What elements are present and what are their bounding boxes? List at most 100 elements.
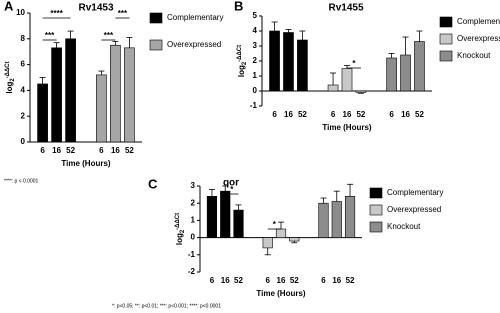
- y-axis-label: log2-ΔΔCt: [5, 61, 16, 93]
- y-label-sup: -ΔΔCt: [237, 45, 243, 62]
- significance-label: *: [273, 220, 277, 229]
- x-tick-label: 16: [221, 276, 230, 285]
- x-tick-label: 16: [343, 110, 352, 119]
- y-tick-label: -1: [250, 101, 258, 110]
- legend-label: Knockout: [457, 51, 491, 60]
- x-axis-label: Time (Hours): [322, 123, 372, 132]
- footnote: *: p<0.05; **: p<0.01; ***: p<0.001; ***…: [112, 303, 221, 309]
- y-tick-label: 5: [253, 11, 258, 20]
- legend-label: Complementary: [167, 13, 223, 22]
- legend-swatch: [369, 204, 383, 216]
- chart-title: qor: [223, 178, 239, 189]
- bar: [341, 68, 353, 92]
- bar: [124, 47, 135, 143]
- legend-label: Overexpressed: [167, 40, 221, 49]
- bar: [344, 196, 356, 238]
- y-tick-label: 2: [21, 111, 26, 120]
- bar: [96, 74, 107, 143]
- bar: [233, 209, 244, 238]
- x-tick-label: 6: [272, 110, 277, 119]
- bar: [37, 83, 48, 143]
- x-tick-label: 16: [277, 276, 286, 285]
- bar: [220, 190, 231, 238]
- bar: [275, 228, 287, 238]
- bar: [289, 237, 300, 242]
- bar: [355, 90, 367, 93]
- x-tick-label: 16: [332, 276, 341, 285]
- legend-swatch: [369, 187, 383, 199]
- y-tick-label: 4: [253, 26, 258, 35]
- legend-label: Complementary: [457, 17, 500, 26]
- bar: [414, 41, 425, 92]
- y-tick-label: 3: [253, 41, 258, 50]
- bar: [327, 84, 339, 92]
- x-tick-label: 52: [125, 146, 134, 155]
- bar: [400, 54, 411, 92]
- x-tick-label: 52: [234, 276, 243, 285]
- x-tick-label: 6: [99, 146, 104, 155]
- chart-title: Rv1455: [328, 3, 363, 14]
- bar: [262, 237, 273, 249]
- legend-label: Overexpressed: [457, 34, 500, 43]
- x-tick-label: 16: [52, 146, 61, 155]
- y-label-base: log: [175, 233, 184, 245]
- x-tick-label: 6: [389, 110, 394, 119]
- y-tick-label: 0: [21, 137, 26, 146]
- bar: [283, 32, 294, 92]
- y-axis-label: log2-ΔΔCt: [237, 45, 248, 77]
- bar: [331, 201, 342, 238]
- x-tick-label: 52: [66, 146, 75, 155]
- y-label-sub: 2: [242, 61, 248, 65]
- y-tick-label: -1: [188, 250, 196, 259]
- legend-swatch: [439, 50, 453, 62]
- legend-label: Knockout: [387, 222, 421, 231]
- y-tick-label: 2: [191, 198, 196, 207]
- y-axis-label: log2-ΔΔCt: [175, 213, 186, 245]
- x-tick-label: 16: [401, 110, 410, 119]
- bar: [318, 202, 329, 238]
- legend-swatch: [149, 12, 163, 24]
- y-tick-label: 10: [16, 8, 25, 17]
- panel-letter: C: [148, 176, 158, 191]
- panel-letter: B: [234, 0, 243, 13]
- x-tick-label: 6: [321, 276, 326, 285]
- y-tick-label: 2: [253, 56, 258, 65]
- legend-swatch: [149, 39, 163, 51]
- y-tick-label: 1: [191, 216, 196, 225]
- panel-letter: A: [4, 0, 14, 13]
- x-axis-label: Time (Hours): [256, 289, 306, 298]
- y-tick-label: 0: [191, 233, 196, 242]
- y-label-base: log: [5, 82, 14, 94]
- x-tick-label: 6: [265, 276, 270, 285]
- legend-swatch: [439, 16, 453, 28]
- x-tick-label: 6: [331, 110, 336, 119]
- significance-label: ****: [50, 9, 63, 18]
- y-label-base: log: [237, 65, 246, 77]
- x-tick-label: 6: [210, 276, 215, 285]
- bar: [65, 38, 76, 143]
- bar: [269, 30, 280, 92]
- significance-label: *: [230, 185, 234, 194]
- bar: [386, 57, 397, 92]
- x-tick-label: 16: [111, 146, 120, 155]
- legend-label: Overexpressed: [387, 205, 441, 214]
- y-tick-label: 3: [191, 181, 196, 190]
- x-tick-label: 52: [356, 110, 365, 119]
- footnote: ****: p < 0.0001: [4, 178, 39, 184]
- x-tick-label: 6: [40, 146, 45, 155]
- y-tick-label: 0: [253, 86, 258, 95]
- chart-title: Rv1453: [78, 3, 113, 14]
- significance-label: ***: [118, 9, 128, 18]
- significance-label: ***: [45, 31, 55, 40]
- bar: [51, 47, 62, 143]
- bar: [297, 39, 308, 92]
- legend-swatch: [369, 221, 383, 233]
- y-tick-label: 8: [21, 34, 26, 43]
- legend-swatch: [439, 33, 453, 45]
- y-label-sup: -ΔΔCt: [5, 61, 11, 78]
- x-tick-label: 52: [346, 276, 355, 285]
- x-tick-label: 52: [290, 276, 299, 285]
- legend-label: Complementary: [387, 188, 443, 197]
- significance-label: *: [352, 59, 356, 68]
